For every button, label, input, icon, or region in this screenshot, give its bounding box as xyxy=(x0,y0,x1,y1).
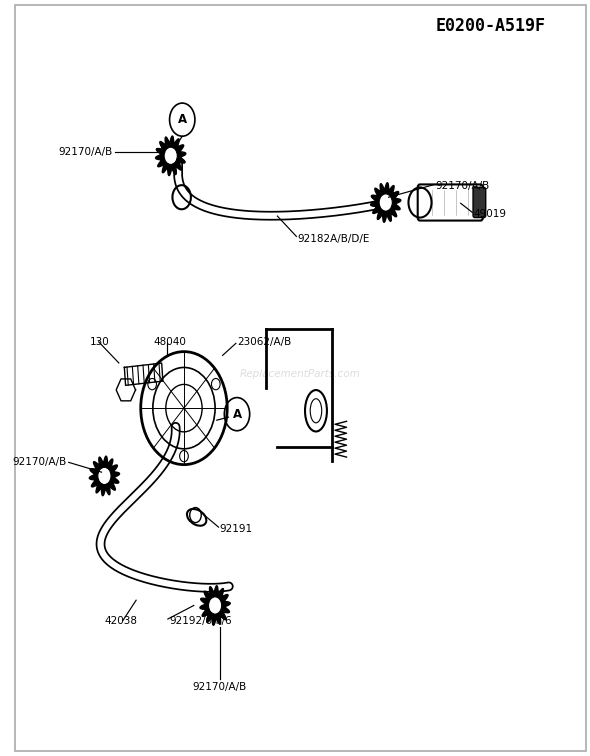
Text: 130: 130 xyxy=(90,337,110,347)
Text: 92192/0/F/6: 92192/0/F/6 xyxy=(169,615,232,625)
Text: E0200-A519F: E0200-A519F xyxy=(435,17,546,36)
Text: 23062/A/B: 23062/A/B xyxy=(237,337,291,347)
Polygon shape xyxy=(200,586,230,625)
Polygon shape xyxy=(371,183,401,222)
Circle shape xyxy=(164,147,178,164)
FancyBboxPatch shape xyxy=(418,184,483,221)
Polygon shape xyxy=(124,363,163,386)
Text: 42038: 42038 xyxy=(104,615,137,625)
Text: 48040: 48040 xyxy=(153,337,186,347)
Text: A: A xyxy=(232,407,241,420)
Text: 92170/A/B: 92170/A/B xyxy=(59,147,113,157)
Text: ReplacementParts.com: ReplacementParts.com xyxy=(240,369,360,380)
Text: 92182A/B/D/E: 92182A/B/D/E xyxy=(297,234,370,243)
Circle shape xyxy=(379,194,392,211)
Text: 92170/A/B: 92170/A/B xyxy=(436,181,490,191)
Polygon shape xyxy=(89,456,120,496)
Circle shape xyxy=(208,596,222,614)
Text: 49019: 49019 xyxy=(473,209,506,218)
FancyBboxPatch shape xyxy=(473,187,486,218)
Text: 92170/A/B: 92170/A/B xyxy=(192,682,247,692)
Text: 92170/A/B: 92170/A/B xyxy=(13,457,67,467)
Text: A: A xyxy=(178,113,187,126)
Polygon shape xyxy=(116,379,136,401)
Polygon shape xyxy=(156,136,186,175)
Text: 92191: 92191 xyxy=(219,524,253,534)
Circle shape xyxy=(98,467,111,485)
